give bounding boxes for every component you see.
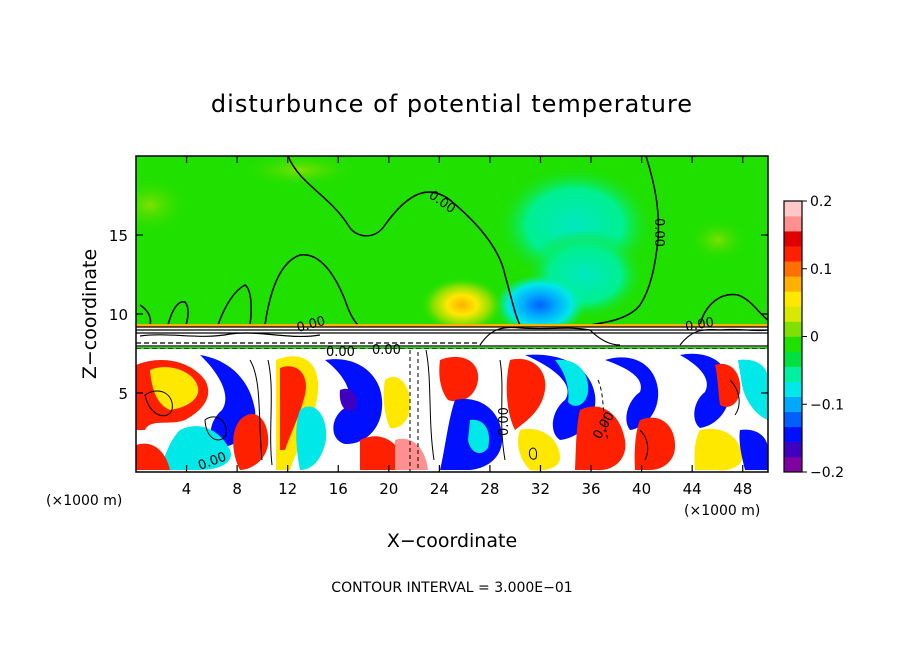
x-axis-label: X−coordinate <box>387 530 517 552</box>
plot-area <box>136 156 768 472</box>
contour-label: 0.00 <box>295 314 327 336</box>
colorbar: 0.2 0.1 0 −0.1 −0.2 <box>783 194 844 481</box>
contour-line <box>264 254 359 326</box>
colorbar-tick-label: −0.1 <box>810 397 844 413</box>
contour-line <box>589 156 660 326</box>
inversion-band <box>136 324 768 327</box>
contour-line <box>167 301 189 326</box>
contour-interval-note: CONTOUR INTERVAL = 3.000E−01 <box>331 580 572 596</box>
colorbar-swatch <box>784 351 802 367</box>
colorbar-swatch <box>784 366 802 382</box>
y-tick-label: 15 <box>109 227 128 245</box>
colorbar-swatch <box>784 291 802 307</box>
colorbar-swatch <box>784 336 802 352</box>
x-tick-label: 16 <box>329 480 348 498</box>
x-tick-label: 32 <box>531 480 550 498</box>
x-unit-label-left: (×1000 m) <box>46 493 122 509</box>
x-tick-label: 28 <box>480 480 499 498</box>
field-light-green <box>136 175 190 235</box>
colorbar-swatch <box>784 441 802 458</box>
contour-line <box>699 293 768 326</box>
contour-line <box>217 284 252 326</box>
contour-label: 0.00 <box>651 218 666 247</box>
colorbar-swatch <box>784 426 802 443</box>
x-tick-label: 44 <box>683 480 702 498</box>
x-tick-label: 4 <box>182 480 192 498</box>
turbulent-contours <box>144 349 740 472</box>
colorbar-swatch <box>784 231 802 247</box>
colorbar-swatch <box>784 381 802 398</box>
colorbar-tick-label: 0 <box>810 330 819 346</box>
field-yellow-core <box>420 277 504 333</box>
x-tick-label: 24 <box>430 480 449 498</box>
colorbar-tick-label: −0.2 <box>810 465 844 481</box>
colorbar-swatch <box>784 456 802 473</box>
colorbar-swatch <box>784 276 802 292</box>
x-tick-label: 36 <box>581 480 600 498</box>
colorbar-swatch <box>784 321 802 337</box>
colorbar-tick-label: 0.1 <box>810 262 832 278</box>
colorbar-swatch <box>784 216 802 232</box>
x-tick-label: 8 <box>232 480 242 498</box>
x-tick-label: 20 <box>379 480 398 498</box>
contour-line <box>139 304 152 326</box>
colorbar-swatch <box>784 246 802 262</box>
x-tick-label: 48 <box>733 480 752 498</box>
colorbar-swatch <box>784 201 802 217</box>
field-light-green <box>688 218 748 262</box>
contour-label: 0.00 <box>372 343 401 358</box>
colorbar-swatch <box>784 396 802 413</box>
y-axis: 5 10 15 <box>109 227 768 403</box>
x-unit-label-right: (×1000 m) <box>684 503 760 519</box>
contour-label: 0.00 <box>326 345 355 360</box>
colorbar-swatch <box>784 306 802 322</box>
contour-line <box>287 156 521 326</box>
x-axis: 4 8 12 16 20 24 28 32 36 40 44 48 <box>182 156 752 498</box>
x-tick-label: 12 <box>278 480 297 498</box>
colorbar-swatch <box>784 411 802 428</box>
y-tick-label: 10 <box>109 306 128 324</box>
chart-title: disturbunce of potential temperature <box>211 90 693 118</box>
turbulent-structures <box>136 353 768 471</box>
field-light-green <box>240 156 360 188</box>
colorbar-tick-label: 0.2 <box>810 194 832 210</box>
colorbar-swatch <box>784 261 802 277</box>
contour-label: 0.00 <box>684 315 715 335</box>
inversion-band <box>136 327 768 347</box>
y-axis-label: Z−coordinate <box>79 249 101 379</box>
contour-label: 0.00 <box>497 407 512 436</box>
x-tick-label: 40 <box>632 480 651 498</box>
y-tick-label: 5 <box>118 385 128 403</box>
